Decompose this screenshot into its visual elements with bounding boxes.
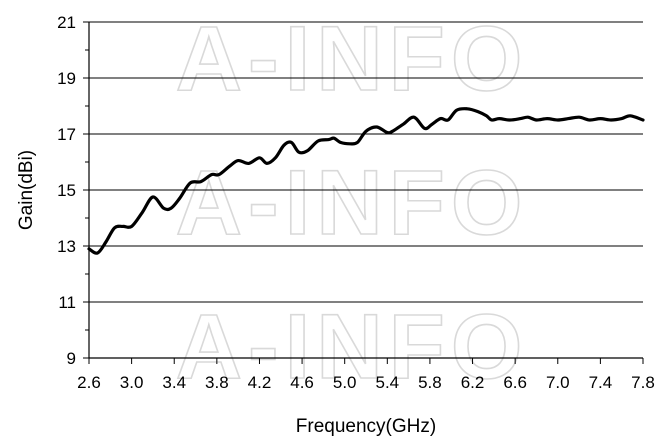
watermark: A-INFO A-INFO A-INFO — [175, 7, 529, 399]
y-tick-label: 19 — [57, 69, 76, 88]
x-tick-label: 4.6 — [290, 373, 314, 392]
y-tick-label: 15 — [57, 181, 76, 200]
y-tick-label: 13 — [57, 237, 76, 256]
x-tick-label: 3.4 — [162, 373, 186, 392]
x-tick-label: 7.8 — [631, 373, 655, 392]
x-tick-label: 6.2 — [461, 373, 485, 392]
y-tick-label: 11 — [58, 293, 76, 312]
y-tick-label: 9 — [67, 349, 76, 368]
y-tick-label: 17 — [57, 125, 76, 144]
watermark-text: A-INFO — [176, 8, 529, 110]
x-tick-label: 7.4 — [589, 373, 613, 392]
watermark-text: A-INFO — [176, 152, 529, 254]
x-ticks: 2.6 3.0 3.4 3.8 4.2 4.6 5.0 5.4 5.8 6.2 6.6 7.0 7.4 7… — [77, 358, 655, 392]
x-tick-label: 2.6 — [77, 373, 101, 392]
x-tick-label: 6.6 — [503, 373, 527, 392]
watermark-text: A-INFO — [176, 296, 529, 398]
series-layer — [87, 107, 645, 255]
gain-series-line — [87, 107, 645, 255]
x-tick-label: 3.8 — [205, 373, 229, 392]
x-tick-label: 5.8 — [418, 373, 442, 392]
x-axis-label: Frequency(GHz) — [296, 416, 436, 437]
x-tick-label: 4.2 — [248, 373, 272, 392]
y-axis-label: Gain(dBi) — [16, 150, 37, 230]
gridlines — [89, 21, 643, 303]
x-tick-label: 3.0 — [120, 373, 144, 392]
x-tick-label: 7.0 — [546, 373, 570, 392]
y-ticks: 9 11 13 15 17 19 21 — [57, 13, 89, 368]
x-tick-label: 5.4 — [375, 373, 399, 392]
y-tick-label: 21 — [57, 13, 76, 32]
x-tick-label: 5.0 — [333, 373, 357, 392]
